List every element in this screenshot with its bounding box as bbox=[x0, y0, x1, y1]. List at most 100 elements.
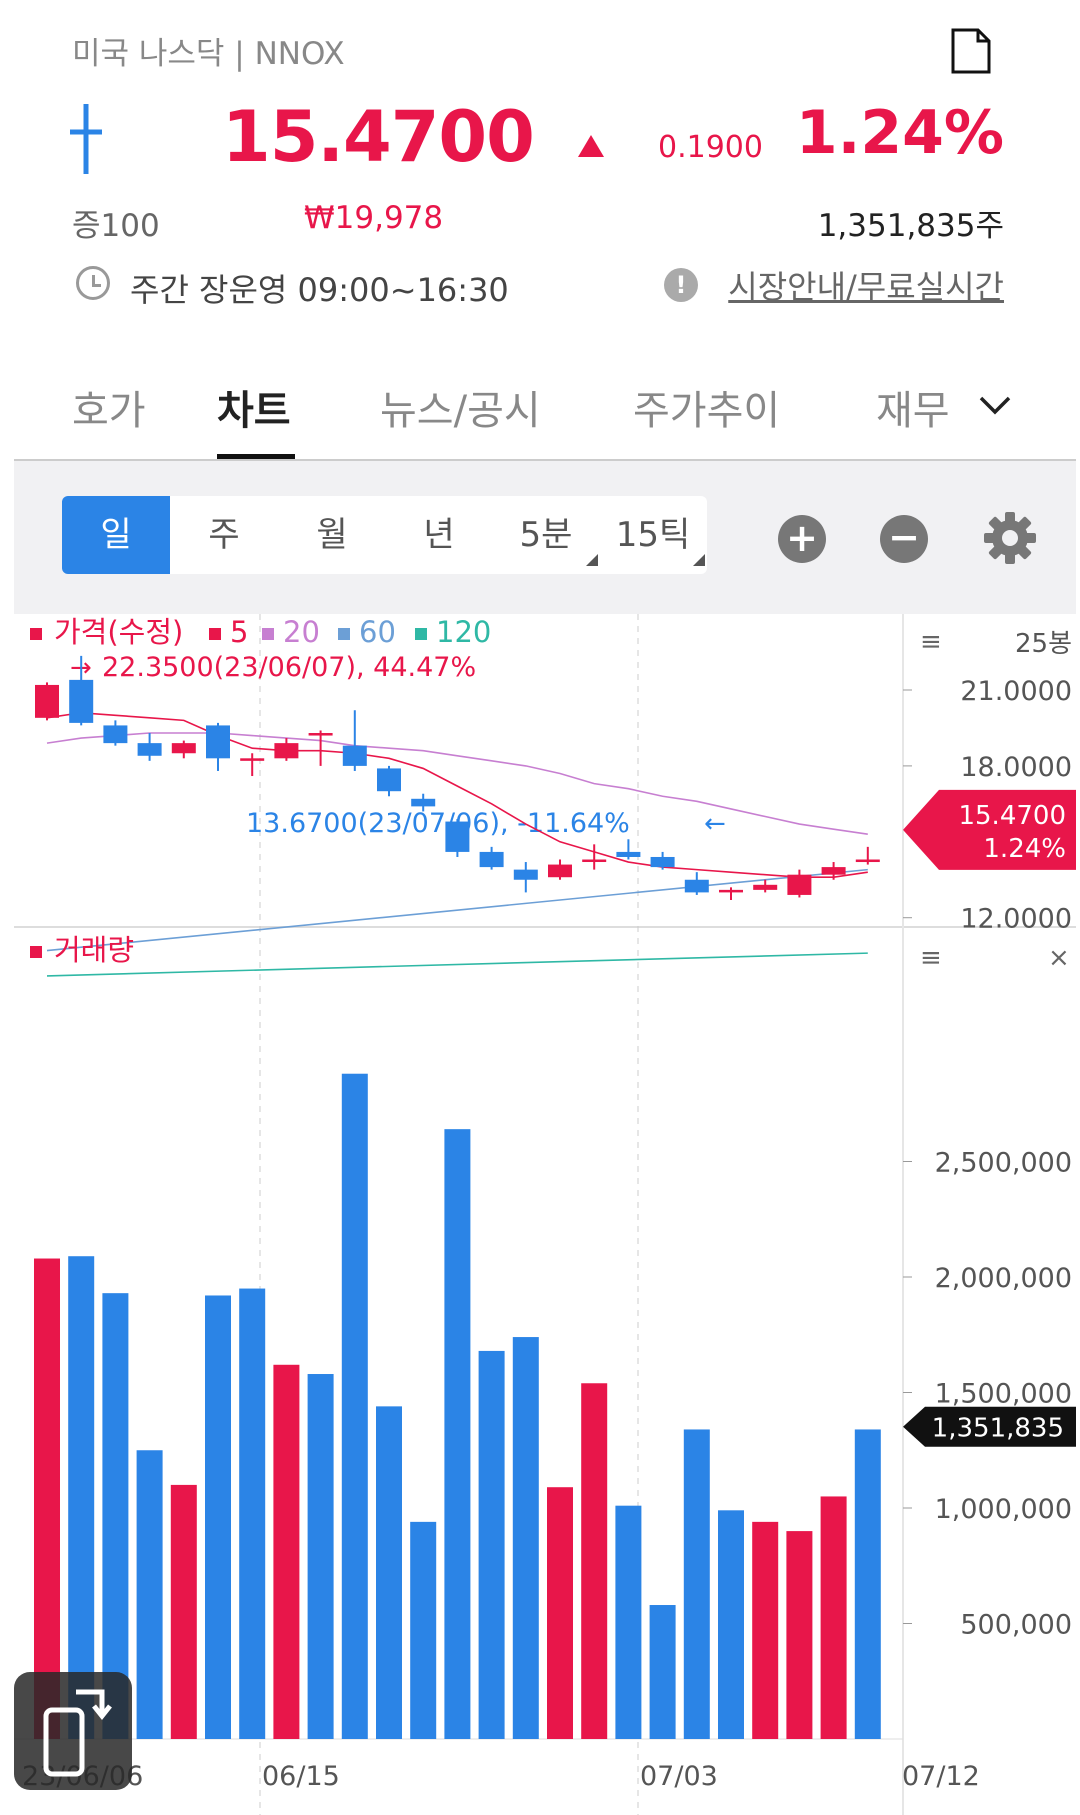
low-arrow-icon: ← bbox=[704, 809, 726, 839]
candle-body bbox=[650, 856, 675, 868]
x-axis-label: 06/15 bbox=[262, 1761, 340, 1792]
trade-volume: 1,351,835주 bbox=[817, 208, 1004, 244]
tab-orderbook[interactable]: 호가 bbox=[72, 388, 146, 434]
high-label: 22.3500(23/06/07), 44.47% bbox=[102, 652, 476, 683]
legend-ma120: 120 bbox=[436, 615, 491, 649]
price-tag-shape bbox=[903, 789, 1076, 870]
gear-icon[interactable] bbox=[982, 510, 1038, 566]
info-icon: ! bbox=[664, 268, 698, 302]
volume-bar bbox=[581, 1383, 608, 1739]
period-15tick-label: 15틱 bbox=[615, 515, 691, 555]
current-volume-tag: 1,351,835 bbox=[903, 1406, 1076, 1447]
candle-body bbox=[753, 884, 778, 890]
volume-bar bbox=[273, 1364, 300, 1739]
period-day[interactable]: 일 bbox=[62, 496, 170, 574]
volume-bar bbox=[478, 1350, 505, 1739]
candle-body bbox=[787, 874, 812, 895]
stock-chart[interactable]: 가격(수정) 5 20 60 120 → 22.3500(23/06/07), … bbox=[14, 614, 1076, 1815]
candle-body bbox=[35, 684, 59, 718]
period-selector: 일 주 월 년 5분 15틱 bbox=[62, 496, 707, 574]
volume-bar bbox=[547, 1487, 573, 1739]
ma60-line bbox=[46, 868, 868, 952]
menu-icon[interactable]: ≡ bbox=[920, 627, 942, 657]
volume-bar bbox=[718, 1510, 744, 1739]
candle-body bbox=[719, 889, 743, 893]
volume-bar bbox=[376, 1406, 402, 1739]
current-price: 15.4700 bbox=[222, 96, 535, 178]
price-axis-ticks: 21.0000 18.0000 12.0000 bbox=[903, 676, 1072, 935]
current-price-tag: 15.4700 1.24% bbox=[903, 789, 1076, 870]
menu-icon[interactable]: ≡ bbox=[920, 943, 942, 973]
volume-bar bbox=[820, 1496, 847, 1739]
volume-bar bbox=[752, 1521, 779, 1739]
legend-ma5-swatch bbox=[209, 628, 221, 640]
candle-body bbox=[411, 798, 436, 807]
volume-bar bbox=[239, 1288, 266, 1739]
price-tag-price: 15.4700 bbox=[958, 801, 1066, 831]
close-icon[interactable]: × bbox=[1048, 943, 1070, 973]
legend-price-title: 가격(수정) bbox=[54, 615, 183, 649]
price-tick-label: 12.0000 bbox=[960, 904, 1072, 935]
margin-rate: 증100 bbox=[72, 208, 160, 244]
candle-body bbox=[240, 758, 265, 761]
dropdown-corner-icon bbox=[586, 554, 598, 566]
up-triangle-icon bbox=[578, 135, 604, 157]
legend-price-swatch bbox=[30, 628, 42, 640]
legend-ma20-swatch bbox=[262, 628, 274, 640]
price-change: 0.1900 bbox=[658, 130, 763, 165]
period-15tick[interactable]: 15틱 bbox=[599, 496, 707, 574]
period-5min[interactable]: 5분 bbox=[492, 496, 600, 574]
volume-bar bbox=[615, 1505, 642, 1739]
ma120-line bbox=[46, 952, 868, 977]
ma5-line bbox=[46, 711, 868, 879]
price-tag-pct: 1.24% bbox=[983, 834, 1066, 864]
volume-tick-label: 1,000,000 bbox=[935, 1494, 1072, 1525]
volume-tick-label: 500,000 bbox=[960, 1610, 1072, 1641]
candle-body bbox=[582, 859, 607, 863]
legend-ma20: 20 bbox=[283, 615, 320, 649]
volume-tick-label: 1,500,000 bbox=[935, 1379, 1072, 1410]
volume-tick-label: 2,500,000 bbox=[935, 1148, 1072, 1179]
zoom-in-icon[interactable]: + bbox=[778, 515, 826, 563]
x-axis-label: 07/03 bbox=[640, 1761, 718, 1792]
document-icon[interactable] bbox=[950, 28, 992, 74]
chevron-down-icon[interactable] bbox=[978, 394, 1012, 416]
candle-body bbox=[171, 743, 196, 754]
volume-bar bbox=[34, 1258, 60, 1739]
candle-body bbox=[821, 867, 846, 875]
volume-bar bbox=[205, 1295, 231, 1739]
candle-body bbox=[616, 851, 641, 857]
dropdown-corner-icon bbox=[693, 554, 705, 566]
candle-body bbox=[69, 679, 94, 723]
period-week[interactable]: 주 bbox=[208, 515, 240, 555]
candle-body bbox=[513, 869, 538, 880]
volume-tag-shape bbox=[903, 1406, 1076, 1447]
price-tick-label: 18.0000 bbox=[960, 752, 1072, 783]
volume-title: 거래량 bbox=[54, 933, 134, 967]
tab-financials[interactable]: 재무 bbox=[876, 388, 950, 434]
rotate-screen-button[interactable] bbox=[14, 1672, 132, 1790]
trading-hours: 주간 장운영 09:00~16:30 bbox=[130, 271, 509, 309]
tab-price-trend[interactable]: 주가추이 bbox=[633, 388, 781, 434]
crosshair-icon bbox=[70, 104, 102, 174]
candle-body bbox=[684, 879, 709, 893]
high-annotation: → 22.3500(23/06/07), 44.47% bbox=[70, 652, 476, 683]
volume-bar bbox=[341, 1073, 368, 1739]
volume-bar bbox=[102, 1293, 129, 1739]
period-month[interactable]: 월 bbox=[316, 515, 348, 555]
volume-bars bbox=[34, 1073, 881, 1739]
volume-bar bbox=[410, 1521, 437, 1739]
volume-bar bbox=[68, 1256, 95, 1739]
tab-news[interactable]: 뉴스/공시 bbox=[380, 388, 541, 434]
divider bbox=[14, 459, 1076, 461]
tab-chart[interactable]: 차트 bbox=[217, 388, 291, 434]
period-year[interactable]: 년 bbox=[423, 515, 455, 555]
candle-body bbox=[855, 859, 880, 863]
zoom-out-icon[interactable]: − bbox=[880, 515, 928, 563]
market-info-link[interactable]: 시장안내/무료실시간 bbox=[728, 268, 1004, 306]
volume-bar bbox=[136, 1450, 163, 1739]
candle-body bbox=[377, 768, 401, 792]
krw-price: ₩19,978 bbox=[304, 200, 444, 236]
period-5min-label: 5분 bbox=[519, 515, 573, 555]
